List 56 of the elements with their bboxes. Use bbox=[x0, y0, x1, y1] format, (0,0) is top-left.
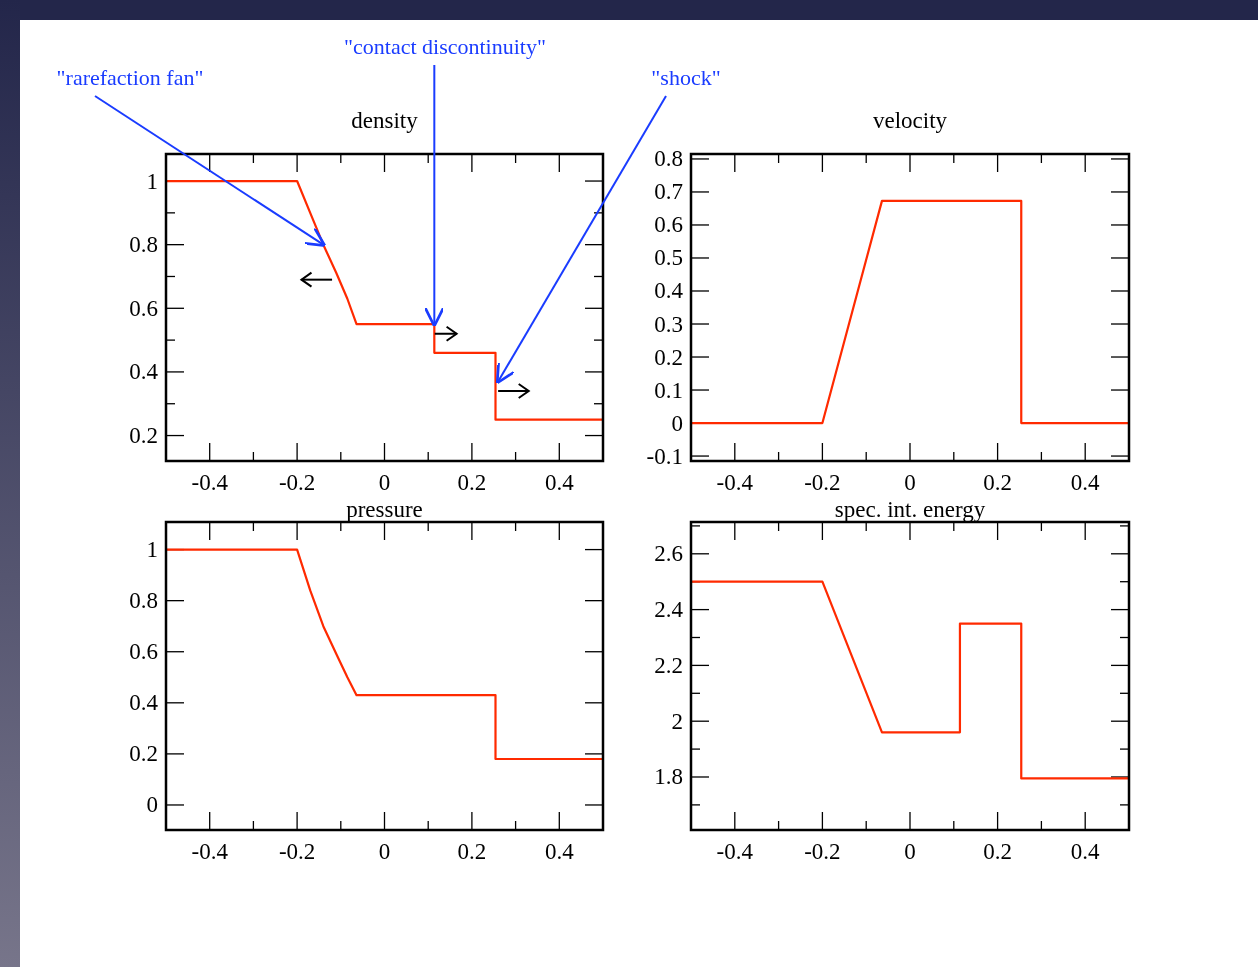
y-tick-label: 0 bbox=[671, 410, 683, 436]
y-tick-label: 1 bbox=[146, 168, 158, 194]
y-tick-label: 0 bbox=[146, 792, 158, 818]
y-tick-label: 1 bbox=[146, 537, 158, 563]
y-tick-label: 0.8 bbox=[654, 146, 683, 172]
y-tick-label: 0.6 bbox=[129, 295, 158, 321]
x-tick-label: 0 bbox=[378, 838, 391, 864]
chart-title: spec. int. energy bbox=[834, 497, 986, 522]
x-tick-label: -0.4 bbox=[716, 469, 754, 495]
x-tick-label: 0.4 bbox=[544, 469, 575, 495]
y-tick-label: 0.4 bbox=[129, 690, 159, 716]
x-tick-label: -0.4 bbox=[716, 838, 754, 864]
y-tick-label: 0.6 bbox=[654, 212, 683, 238]
y-tick-label: 0.3 bbox=[654, 311, 683, 337]
chart-title: density bbox=[351, 108, 419, 133]
x-tick-label: 0.2 bbox=[457, 469, 487, 495]
x-tick-label: -0.4 bbox=[191, 838, 229, 864]
x-tick-label: 0.2 bbox=[983, 469, 1012, 495]
x-tick-label: -0.2 bbox=[804, 469, 841, 495]
x-tick-label: 0 bbox=[904, 838, 916, 864]
y-tick-label: -0.1 bbox=[646, 443, 683, 469]
x-tick-label: 0 bbox=[378, 469, 391, 495]
y-tick-label: 0.6 bbox=[129, 639, 158, 665]
y-tick-label: 2 bbox=[671, 708, 683, 734]
y-tick-label: 0.7 bbox=[654, 179, 683, 205]
y-tick-label: 0.5 bbox=[654, 245, 683, 271]
x-tick-label: -0.4 bbox=[191, 469, 229, 495]
x-tick-label: 0.4 bbox=[1070, 469, 1101, 495]
x-tick-label: 0.4 bbox=[1070, 838, 1101, 864]
y-tick-label: 2.4 bbox=[654, 597, 684, 623]
y-tick-label: 2.6 bbox=[654, 541, 683, 567]
line-series bbox=[164, 548, 605, 761]
chart-title: pressure bbox=[346, 497, 423, 522]
chart-title: velocity bbox=[872, 108, 948, 133]
y-tick-label: 0.8 bbox=[129, 588, 158, 614]
x-tick-label: 0.4 bbox=[544, 838, 575, 864]
annotation: "rarefaction fan" bbox=[56, 65, 204, 90]
y-tick-label: 0.4 bbox=[654, 278, 684, 304]
y-tick-label: 0.4 bbox=[129, 359, 159, 385]
line-series bbox=[164, 179, 605, 421]
x-tick-label: 0 bbox=[904, 469, 916, 495]
y-tick-label: 0.2 bbox=[129, 423, 158, 449]
x-tick-label: 0.2 bbox=[983, 838, 1012, 864]
y-tick-label: 0.1 bbox=[654, 377, 683, 403]
y-tick-label: 1.8 bbox=[654, 764, 683, 790]
line-series bbox=[689, 580, 1131, 780]
x-tick-label: -0.2 bbox=[278, 838, 316, 864]
x-tick-label: -0.2 bbox=[278, 469, 316, 495]
y-tick-label: 2.2 bbox=[654, 652, 683, 678]
y-tick-label: 0.8 bbox=[129, 232, 158, 258]
y-tick-label: 0.2 bbox=[129, 741, 158, 767]
y-tick-label: 0.2 bbox=[654, 344, 683, 370]
annotation: "contact discontinuity" bbox=[344, 34, 546, 59]
x-tick-label: -0.2 bbox=[804, 838, 841, 864]
annotation: "shock" bbox=[651, 65, 721, 90]
x-tick-label: 0.2 bbox=[457, 838, 487, 864]
